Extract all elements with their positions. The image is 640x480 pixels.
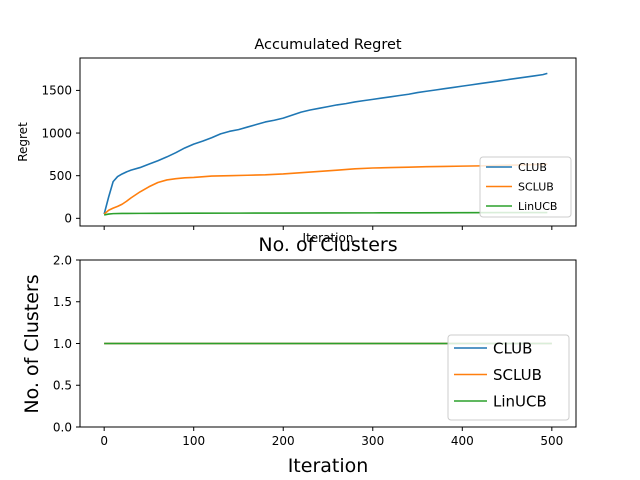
clusters-y-axis-label: No. of Clusters — [21, 274, 43, 413]
clusters-x-tick-label: 500 — [540, 434, 563, 448]
accumulated-regret-x-axis-label: Iteration — [303, 231, 354, 245]
clusters-title: No. of Clusters — [258, 234, 397, 256]
regret-series-line-sclub — [103, 163, 548, 215]
clusters-y-tick-label: 1.0 — [53, 337, 72, 351]
clusters-y-tick-label: 1.5 — [53, 295, 72, 309]
accumulated-regret-chart: 0 500 1000 1500 Accumulated Regret Regret I… — [16, 37, 577, 245]
regret-series-line-club — [103, 72, 548, 215]
clusters-x-tick-label: 200 — [272, 434, 295, 448]
regret-y-tick-label: 0 — [64, 212, 72, 226]
regret-y-tick-label: 1500 — [41, 84, 72, 98]
clusters-x-tick-label: 0 — [100, 434, 108, 448]
clusters-legend-label-linucb: LinUCB — [493, 392, 547, 410]
accumulated-regret-title: Accumulated Regret — [254, 37, 402, 53]
clusters-x-axis-label: Iteration — [288, 455, 369, 477]
clusters-legend-label-club: CLUB — [493, 339, 532, 357]
regret-y-tick-label: 1000 — [41, 126, 72, 140]
regret-legend-box — [479, 156, 572, 218]
clusters-x-tick-label: 300 — [361, 434, 384, 448]
regret-series-line-linucb — [104, 211, 548, 216]
clusters-x-tick-label: 100 — [182, 434, 205, 448]
clusters-legend-label-sclub: SCLUB — [493, 366, 542, 384]
clusters-y-tick-label: 0.5 — [53, 379, 72, 393]
clusters-x-tick-label: 400 — [451, 434, 474, 448]
clusters-legend-box — [447, 334, 570, 421]
regret-legend-label-sclub: SCLUB — [518, 180, 554, 193]
clusters-y-tick-label: 0.0 — [53, 420, 72, 434]
accumulated-regret-axes-frame — [79, 57, 577, 227]
accumulated-regret-y-axis-label: Regret — [16, 122, 30, 162]
regret-y-tick-label: 500 — [49, 169, 72, 183]
regret-legend-label-linucb: LinUCB — [518, 200, 557, 213]
clusters-chart: 0 100 200 300 400 500 0.0 0.5 1.0 1.5 2.0 No. of C… — [21, 234, 577, 477]
regret-legend-label-club: CLUB — [518, 161, 547, 174]
clusters-y-tick-label: 2.0 — [53, 253, 72, 267]
